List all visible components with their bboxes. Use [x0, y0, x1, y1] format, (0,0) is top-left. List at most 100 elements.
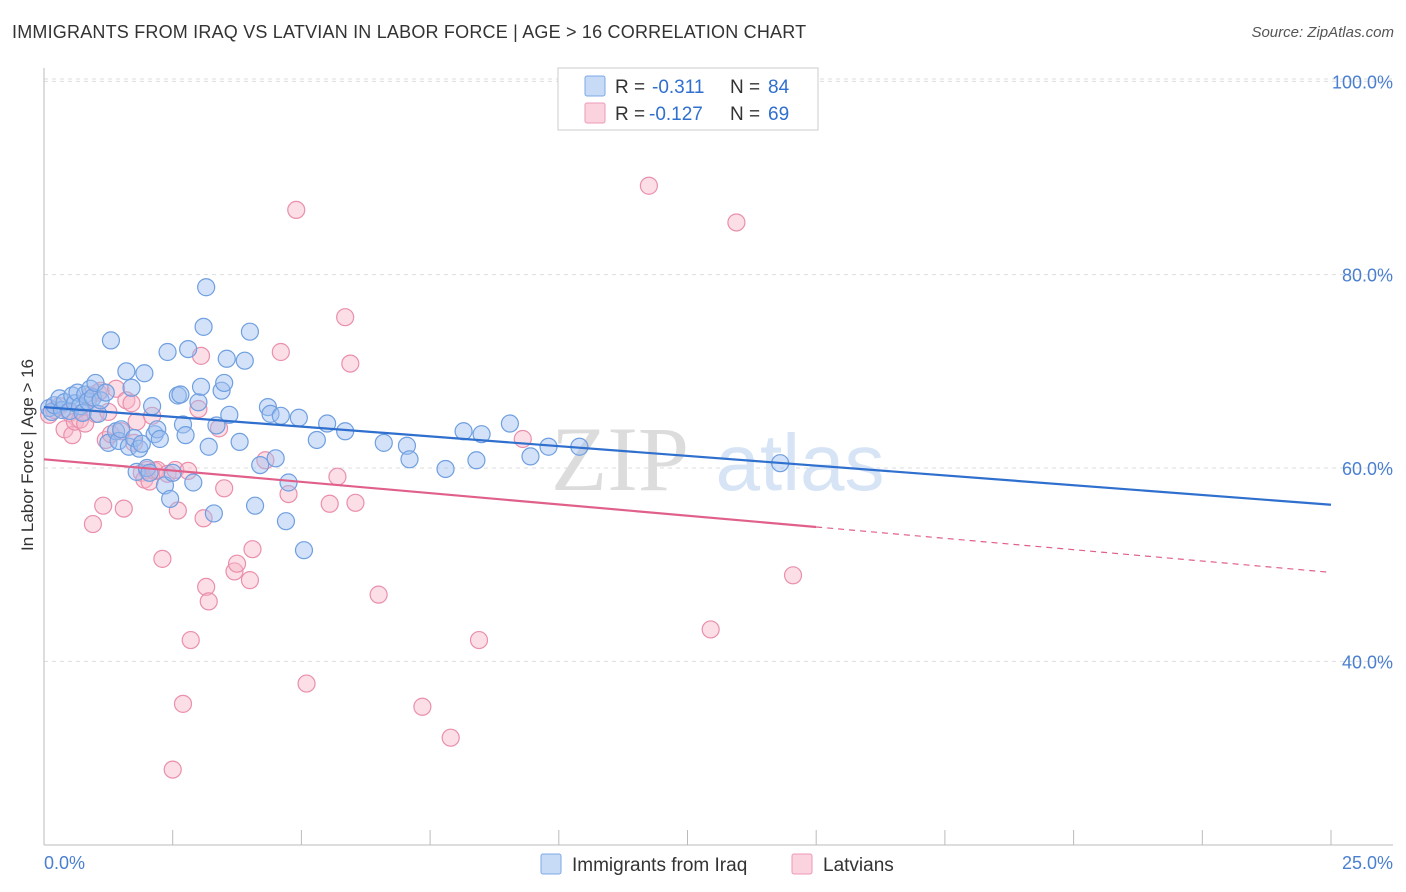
- legend-n-value-latvians: 69: [768, 104, 789, 125]
- iraq-points: [40, 278, 790, 560]
- latvians-point-11: [83, 514, 103, 534]
- latvians-points: [40, 176, 803, 779]
- trend-lines: [43, 406, 1332, 573]
- latvians-point-65: [469, 630, 489, 650]
- iraq-point-83: [500, 414, 519, 433]
- iraq-point-71: [289, 408, 308, 427]
- iraq-point-64: [251, 456, 270, 475]
- latvians-point-55: [287, 200, 306, 219]
- iraq-point-30: [130, 439, 149, 458]
- source-label: Source: ZipAtlas.com: [1251, 24, 1394, 41]
- latvians-point-63: [413, 697, 432, 716]
- iraq-point-45: [173, 415, 193, 434]
- legend-swatch-iraq: [584, 75, 606, 97]
- iraq-point-62: [240, 322, 260, 341]
- latvians-point-62: [369, 585, 388, 604]
- legend-r-value-latvians: -0.127: [649, 104, 703, 125]
- iraq-point-54: [204, 504, 223, 523]
- legend-swatch-latvians: [584, 102, 606, 124]
- bottom-legend-label-iraq: Immigrants from Iraq: [572, 855, 747, 876]
- latvians-point-33: [153, 549, 172, 568]
- iraq-point-69: [276, 512, 296, 531]
- iraq-point-40: [158, 342, 177, 362]
- iraq-point-77: [397, 436, 417, 455]
- iraq-point-17: [88, 404, 108, 423]
- latvians-point-58: [328, 467, 347, 486]
- iraq-point-19: [96, 383, 115, 402]
- watermark-zip: ZIP: [551, 408, 689, 510]
- iraq-point-57: [215, 373, 234, 393]
- iraq-point-61: [235, 351, 254, 370]
- iraq-point-42: [163, 463, 182, 482]
- latvians-point-53: [271, 342, 290, 362]
- bottom-legend-swatch-iraq: [540, 853, 562, 875]
- iraq-point-24: [112, 420, 131, 439]
- iraq-point-52: [197, 278, 216, 297]
- iraq-point-34: [140, 463, 159, 482]
- iraq-point-78: [400, 450, 419, 469]
- watermark: ZIP atlas: [551, 408, 884, 510]
- y-axis-label: In Labor Force | Age > 16: [18, 359, 37, 551]
- iraq-point-58: [217, 349, 236, 368]
- latvians-point-67: [639, 176, 658, 195]
- latvians-point-68: [701, 620, 720, 639]
- latvians-point-61: [346, 493, 365, 512]
- iraq-point-67: [266, 449, 285, 468]
- iraq-point-47: [179, 340, 198, 359]
- legend-n-value-iraq: 84: [768, 77, 790, 98]
- latvians-point-49: [227, 554, 247, 573]
- latvians-trend-extension: [816, 526, 1332, 573]
- latvians-point-69: [727, 213, 746, 232]
- legend-n-label-latvians: N =: [730, 104, 760, 125]
- iraq-point-44: [171, 385, 190, 404]
- latvians-point-57: [320, 494, 339, 513]
- latvians-point-45: [199, 592, 218, 611]
- iraq-trend-line: [43, 406, 1332, 506]
- latvians-point-5: [63, 426, 82, 445]
- iraq-point-84: [521, 447, 540, 466]
- axes: [43, 68, 1393, 846]
- iraq-point-68: [271, 406, 290, 425]
- iraq-point-51: [194, 317, 213, 336]
- iraq-point-81: [467, 451, 486, 470]
- iraq-point-72: [294, 541, 314, 560]
- iraq-point-31: [132, 434, 151, 453]
- iraq-point-27: [122, 378, 141, 397]
- iraq-point-53: [199, 437, 218, 456]
- latvians-point-56: [297, 674, 316, 693]
- latvians-trend-line: [43, 458, 817, 529]
- iraq-point-49: [189, 393, 208, 412]
- latvians-point-40: [181, 630, 200, 650]
- iraq-point-48: [184, 473, 203, 492]
- latvians-point-51: [243, 540, 262, 559]
- latvians-point-38: [173, 694, 193, 713]
- latvians-point-60: [341, 354, 360, 373]
- latvians-point-43: [194, 509, 213, 528]
- x-tick-min: 0.0%: [44, 853, 85, 873]
- latvians-point-19: [106, 379, 126, 398]
- latvians-point-47: [215, 479, 234, 498]
- legend-r-label-iraq: R =: [615, 77, 645, 98]
- iraq-point-21: [101, 331, 121, 350]
- legend-box: R = -0.311 N = 84 R = -0.127 N = 69: [557, 67, 819, 131]
- iraq-point-41: [161, 489, 180, 509]
- iraq-point-32: [135, 364, 154, 383]
- y-tick-label-60: 60.0%: [1342, 459, 1393, 479]
- y-tick-label-80: 80.0%: [1342, 266, 1393, 286]
- latvians-point-41: [189, 399, 208, 419]
- latvians-point-70: [783, 566, 803, 585]
- bottom-legend-label-latvians: Latvians: [823, 855, 894, 876]
- iraq-point-63: [245, 496, 265, 515]
- iraq-point-76: [374, 433, 393, 452]
- y-tick-label-100: 100.0%: [1332, 72, 1393, 92]
- bottom-legend-swatch-latvians: [791, 853, 813, 875]
- chart-title: IMMIGRANTS FROM IRAQ VS LATVIAN IN LABOR…: [12, 22, 807, 42]
- latvians-point-23: [122, 394, 141, 413]
- latvians-point-50: [240, 571, 260, 590]
- latvians-point-64: [441, 728, 460, 747]
- watermark-atlas: atlas: [716, 418, 885, 507]
- iraq-point-60: [230, 432, 249, 451]
- iraq-point-59: [220, 405, 239, 424]
- iraq-point-80: [454, 422, 473, 441]
